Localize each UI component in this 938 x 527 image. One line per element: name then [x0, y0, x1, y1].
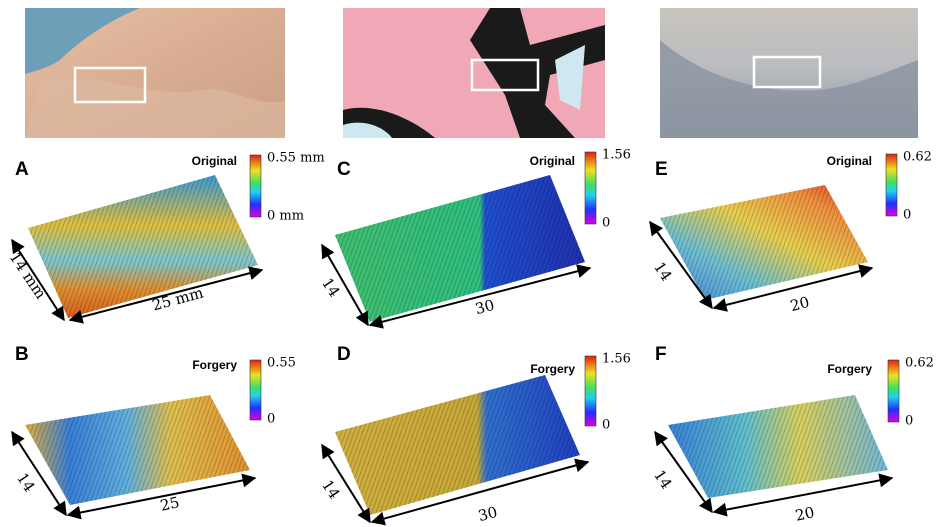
- panel-label: A: [15, 159, 29, 180]
- surface-panel: 14 30 C Original 1.56 0: [318, 148, 631, 326]
- surface-texture: [28, 175, 258, 318]
- figure: 14 mm25 mmAOriginal0.55 mm0 mm1425BForge…: [0, 0, 938, 527]
- panel-title: Original: [827, 154, 872, 168]
- colorbar-max: 1.56: [602, 148, 631, 163]
- colorbar-min: 0 mm: [267, 209, 304, 224]
- colorbar: [585, 152, 596, 224]
- colorbar: [886, 154, 897, 216]
- panel-title: Forgery: [530, 362, 575, 376]
- surface-texture: [335, 375, 580, 515]
- photo-3: [660, 8, 918, 138]
- width-label: 25: [159, 493, 181, 515]
- surface-texture: [335, 175, 585, 322]
- surface-texture: [25, 395, 250, 505]
- colorbar-min: 0: [602, 418, 610, 433]
- depth-label: 14: [650, 258, 676, 284]
- colorbar-min: 0: [905, 414, 913, 429]
- colorbar: [250, 155, 261, 217]
- colorbar-max: 0.55 mm: [267, 151, 325, 166]
- colorbar: [250, 360, 261, 420]
- width-label: 20: [788, 293, 811, 315]
- surface-texture: [668, 395, 888, 498]
- colorbar-max: 0.55: [267, 356, 296, 371]
- colorbar-min: 0: [267, 412, 275, 427]
- panel-title: Original: [192, 154, 237, 168]
- colorbar-max: 0.62: [905, 356, 934, 371]
- panel-title: Forgery: [827, 362, 872, 376]
- depth-label: 14: [318, 476, 344, 502]
- surface-panel: 14 20 F Forgery 0.62 0: [650, 344, 934, 525]
- panel-title: Original: [530, 154, 575, 168]
- surface-panel: 14 25 B Forgery 0.55 0: [12, 344, 296, 515]
- panel-label: E: [655, 159, 668, 180]
- colorbar-max: 1.56: [602, 352, 631, 367]
- surface-panel: 14 30 D Forgery 1.56 0: [318, 344, 631, 525]
- depth-label: 14: [650, 466, 676, 492]
- panel-label: F: [655, 344, 667, 365]
- width-label: 20: [794, 503, 816, 525]
- panel-label: B: [15, 344, 29, 365]
- panel-label: C: [337, 159, 351, 180]
- width-label: 30: [476, 503, 499, 525]
- colorbar-max: 0.62: [903, 150, 932, 165]
- depth-label: 14: [13, 469, 39, 495]
- depth-label: 14: [318, 274, 344, 300]
- photo-1: [25, 8, 285, 138]
- width-label: 30: [473, 296, 496, 318]
- surface-texture: [660, 185, 868, 300]
- panel-label: D: [337, 344, 351, 365]
- colorbar: [888, 360, 899, 422]
- colorbar: [585, 356, 596, 426]
- colorbar-min: 0: [903, 208, 911, 223]
- colorbar-min: 0: [602, 216, 610, 231]
- surface-panel: 14 20 E Original 0.62 0: [650, 150, 932, 316]
- photo-2: [343, 8, 605, 138]
- panel-title: Forgery: [192, 358, 237, 372]
